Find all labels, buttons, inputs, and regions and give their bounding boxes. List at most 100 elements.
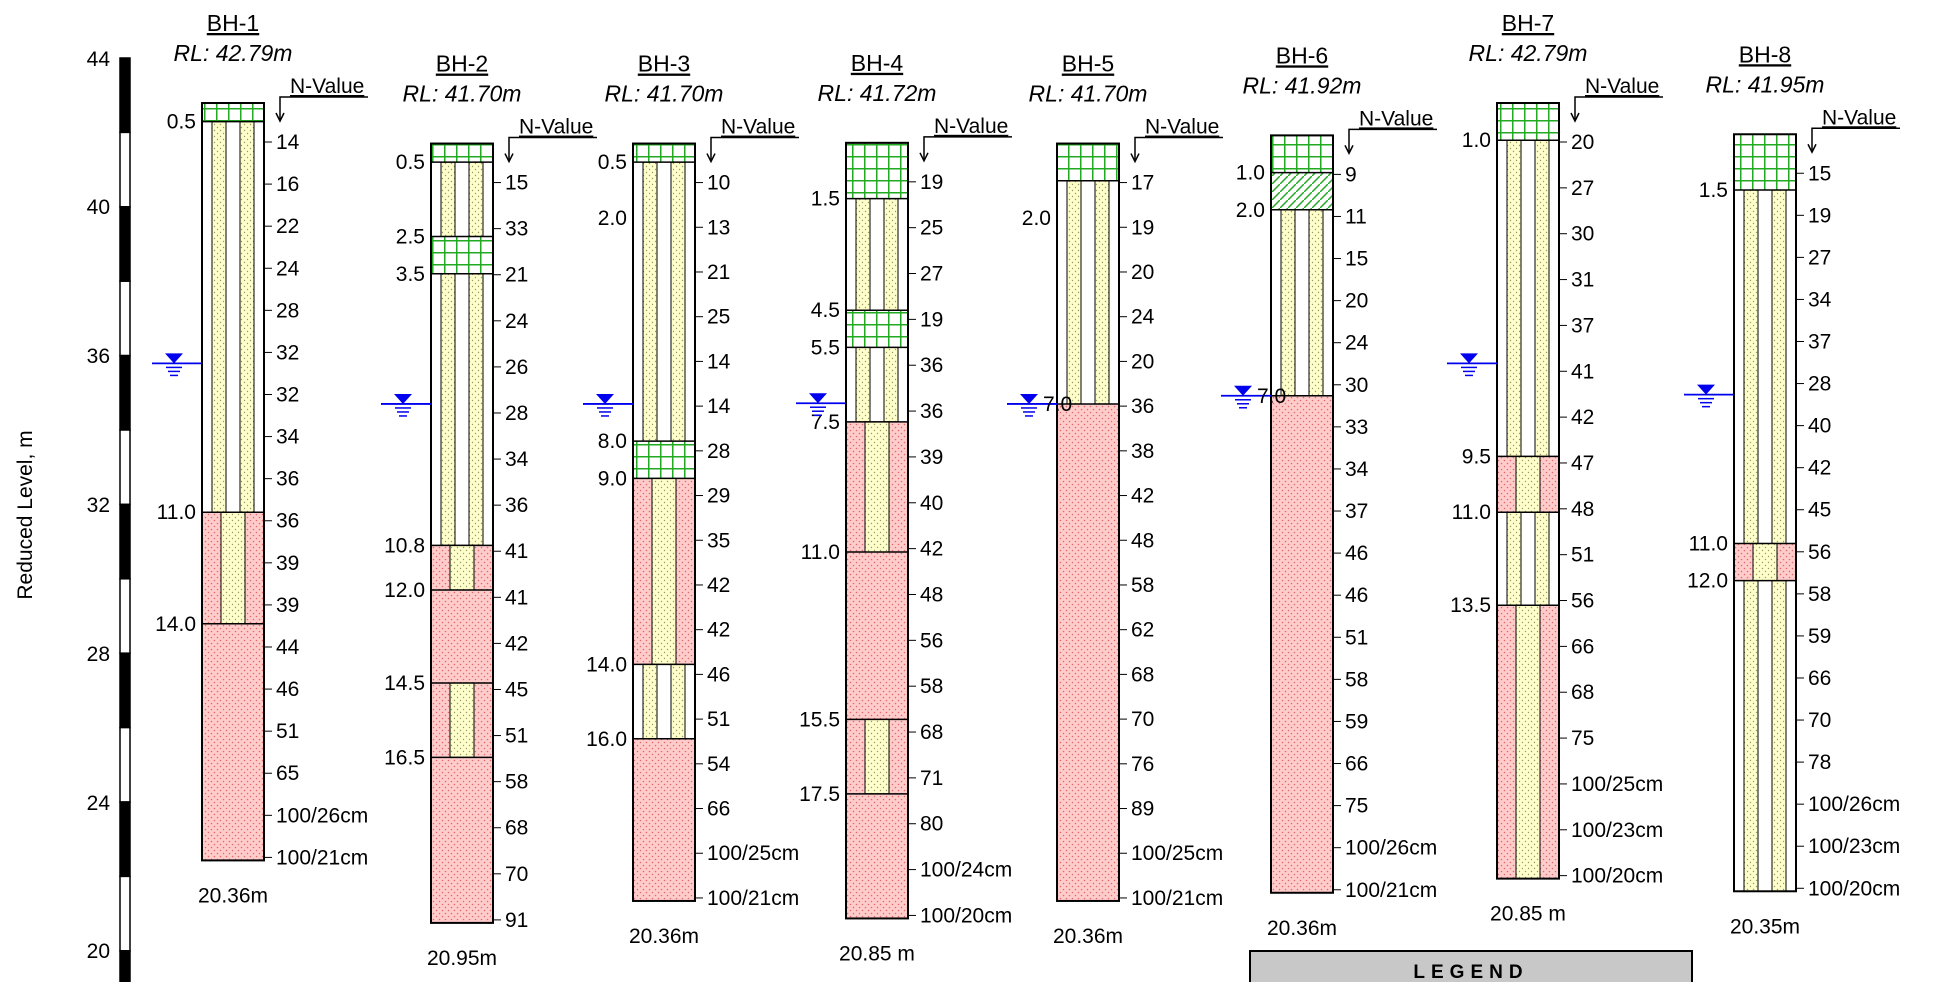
n-value: 21: [505, 264, 528, 287]
borehole-outline: [1270, 134, 1334, 894]
layer-topsoil: [431, 236, 493, 274]
borehole-outline: [1496, 102, 1560, 880]
n-value: 51: [707, 708, 730, 731]
depth-label: 11.0: [1689, 532, 1728, 555]
borehole-rl: RL: 41.70m: [403, 81, 522, 107]
layer-topsoil: [1734, 134, 1796, 191]
n-value: 56: [920, 629, 943, 652]
depth-label: 12.0: [1687, 570, 1728, 593]
borehole-id: BH-7: [1502, 10, 1554, 36]
borehole-bh-8: BH-8 RL: 41.95m 1.5 11.0 12.0 N-Value 15 19 27 34…: [1684, 41, 1900, 938]
total-depth-label: 20.36m: [1267, 917, 1337, 940]
borehole-outline: [632, 142, 696, 902]
n-value: 100/25cm: [1131, 842, 1223, 865]
n-value: 19: [1808, 204, 1831, 227]
n-value: 91: [505, 909, 528, 932]
n-value: 46: [1345, 584, 1368, 607]
n-value: 46: [276, 678, 299, 701]
axis-scale-segment: [119, 726, 131, 803]
depth-label: 1.0: [1462, 129, 1491, 152]
n-value: 32: [276, 341, 299, 364]
n-value: 10: [707, 172, 730, 195]
n-value: 75: [1345, 795, 1368, 818]
layer-sand-right: [1771, 580, 1787, 892]
layer-sand-casing: [1497, 140, 1559, 457]
total-depth-label: 20.35m: [1730, 915, 1800, 938]
layer-sand-core: [1515, 455, 1541, 513]
n-value: 100/20cm: [1808, 877, 1900, 900]
n-value: 27: [920, 263, 943, 286]
n-value: 42: [920, 538, 943, 561]
n-value: 68: [1131, 663, 1154, 686]
depth-label: 0.5: [167, 111, 196, 134]
depth-label: 0.5: [396, 151, 425, 174]
n-value: 62: [1131, 619, 1154, 642]
depth-label: 8.0: [598, 430, 627, 453]
n-value: 68: [505, 817, 528, 840]
layer-fill: [431, 757, 493, 923]
n-value-leader: [1574, 96, 1663, 120]
n-value: 70: [1131, 708, 1154, 731]
n-value: 33: [1345, 416, 1368, 439]
axis-scale-segment: [119, 131, 131, 208]
n-value: 14: [276, 131, 300, 154]
n-value-header: N-Value: [290, 75, 364, 98]
layer-sand-right: [670, 663, 686, 740]
n-value: 100/20cm: [1571, 865, 1663, 888]
n-value: 41: [1571, 360, 1594, 383]
axis-tick-36: 36: [87, 345, 110, 368]
n-value: 46: [707, 663, 730, 686]
layer-sand-casing: [431, 162, 493, 237]
depth-label: 15.5: [799, 708, 840, 731]
axis-scale-segment: [119, 875, 131, 952]
n-value: 100/21cm: [1345, 879, 1437, 902]
axis-scale-segment: [119, 578, 131, 654]
n-value: 66: [1345, 753, 1368, 776]
n-value: 78: [1808, 751, 1831, 774]
n-value: 40: [1808, 415, 1831, 438]
n-value-leader: [508, 136, 597, 160]
depth-label: 9.5: [1462, 445, 1491, 468]
n-value-arrow: [706, 153, 716, 164]
n-value: 19: [1131, 216, 1154, 239]
depth-label: 1.0: [1236, 162, 1265, 185]
n-value: 100/21cm: [1131, 887, 1223, 910]
legend-header-box: [1249, 950, 1693, 982]
borehole-outline: [430, 142, 494, 924]
n-value: 42: [505, 632, 528, 655]
n-value: 41: [505, 540, 528, 563]
layer-sand-casing: [846, 347, 908, 422]
layer-sand-left: [642, 161, 658, 442]
n-value: 37: [1345, 500, 1368, 523]
borehole-id: BH-1: [207, 10, 259, 36]
borehole-rl: RL: 41.92m: [1243, 72, 1362, 98]
water-table-icon: [1697, 384, 1715, 395]
layer-sand-right: [239, 121, 255, 513]
layer-sand-casing: [1734, 190, 1796, 544]
n-value: 20: [1345, 290, 1368, 313]
n-value: 100/26cm: [276, 804, 368, 827]
n-value: 34: [505, 448, 529, 471]
layer-sand-core: [864, 718, 890, 795]
n-value: 36: [920, 354, 943, 377]
water-depth-label: 7.0: [1257, 385, 1286, 408]
borehole-rl: RL: 42.79m: [1469, 40, 1588, 66]
borehole-rl: RL: 41.70m: [605, 81, 724, 107]
n-value: 29: [707, 485, 730, 508]
borehole-id: BH-3: [638, 51, 690, 77]
n-value: 20: [1131, 350, 1154, 373]
n-value: 39: [920, 446, 943, 469]
n-value: 34: [1345, 458, 1369, 481]
layer-topsoil: [431, 143, 493, 163]
n-value: 56: [1571, 590, 1594, 613]
depth-label: 0.5: [598, 151, 627, 174]
n-value: 16: [276, 173, 299, 196]
layer-sand-right: [1771, 189, 1787, 544]
layer-sand-core: [1752, 542, 1778, 582]
layer-sand-left: [211, 121, 227, 513]
n-value: 28: [276, 299, 299, 322]
depth-label: 2.0: [1022, 207, 1051, 230]
layer-sand-right: [1308, 209, 1324, 397]
layer-sand-left: [440, 161, 456, 238]
borehole-bh-3: BH-3 RL: 41.70m 0.5 2.0 8.0 9.0 14.0 16.0 N-Valu…: [583, 51, 799, 948]
